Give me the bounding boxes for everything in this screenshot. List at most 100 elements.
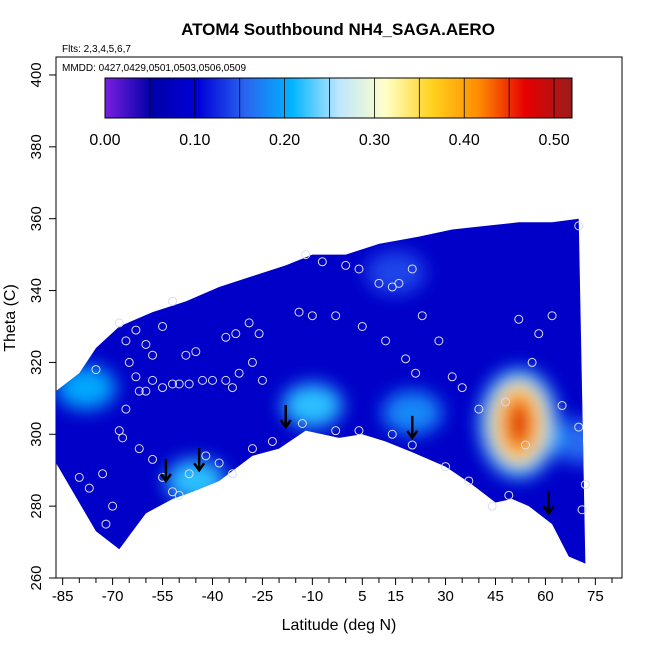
x-tick-label: -70 xyxy=(102,588,124,605)
sample-point xyxy=(354,264,364,274)
x-axis: -85 -70 -55 -40 -25 -10 5 15 30 45 60 75 xyxy=(52,578,613,605)
x-tick-label: -10 xyxy=(302,588,324,605)
sample-point xyxy=(148,375,158,385)
sample-point xyxy=(98,469,108,479)
sample-point xyxy=(447,372,457,382)
x-tick-label: -85 xyxy=(52,588,74,605)
y-axis: 260 280 300 320 340 360 380 400 xyxy=(28,62,56,591)
sample-point xyxy=(121,404,131,414)
sample-point xyxy=(574,221,584,231)
x-tick-label: 15 xyxy=(387,588,404,605)
colorbar-tick-label: 0.10 xyxy=(179,132,210,149)
sample-point xyxy=(184,379,194,389)
sample-point xyxy=(504,490,514,500)
sample-point xyxy=(407,440,417,450)
concentration-patch xyxy=(552,419,586,464)
sample-point xyxy=(381,336,391,346)
sample-point xyxy=(114,426,124,436)
sample-point xyxy=(168,379,178,389)
surface-arrow xyxy=(193,448,206,473)
sample-point xyxy=(407,264,417,274)
sample-point xyxy=(201,451,211,461)
concentration-patch xyxy=(282,383,343,428)
sample-point xyxy=(134,386,144,396)
flights-note: Flts: 2,3,4,5,6,7 xyxy=(62,44,131,55)
sample-point xyxy=(527,357,537,367)
sample-point xyxy=(297,418,307,428)
sample-point xyxy=(244,318,254,328)
sample-point xyxy=(500,397,510,407)
concentration-patch xyxy=(365,250,426,295)
sample-point xyxy=(247,357,257,367)
sample-point xyxy=(121,336,131,346)
y-tick-label: 300 xyxy=(28,422,45,447)
sample-point xyxy=(174,379,184,389)
surface-arrows xyxy=(159,405,555,516)
sample-points xyxy=(74,221,590,529)
surface-arrow xyxy=(542,491,555,516)
sample-point xyxy=(417,311,427,321)
colorbar-tick-label: 0.30 xyxy=(359,132,390,149)
sample-point xyxy=(184,469,194,479)
concentration-patch xyxy=(382,390,443,435)
sample-point xyxy=(84,483,94,493)
sample-point xyxy=(464,476,474,486)
concentration-patch xyxy=(56,365,116,410)
sample-point xyxy=(474,404,484,414)
sample-point xyxy=(221,332,231,342)
sample-point xyxy=(114,318,124,328)
sample-point xyxy=(487,501,497,511)
concentration-peak xyxy=(509,403,528,444)
sample-point xyxy=(341,260,351,270)
sample-point xyxy=(387,429,397,439)
sample-point xyxy=(148,454,158,464)
sample-point xyxy=(174,490,184,500)
y-tick-label: 380 xyxy=(28,134,45,159)
sample-point xyxy=(331,311,341,321)
sample-point xyxy=(131,372,141,382)
sample-point xyxy=(401,354,411,364)
sample-point xyxy=(227,383,237,393)
x-tick-label: 60 xyxy=(537,588,554,605)
colorbar-tick-label: 0.40 xyxy=(449,132,480,149)
sample-point xyxy=(197,375,207,385)
sample-point xyxy=(307,311,317,321)
surface-arrow xyxy=(159,458,172,484)
y-tick-label: 320 xyxy=(28,350,45,375)
sample-point xyxy=(231,329,241,339)
sample-point xyxy=(234,368,244,378)
sample-point xyxy=(534,329,544,339)
sample-point xyxy=(257,375,267,385)
sample-point xyxy=(580,480,590,490)
y-tick-label: 340 xyxy=(28,278,45,303)
sample-point xyxy=(294,307,304,317)
sample-point xyxy=(131,325,141,335)
sample-point xyxy=(181,350,191,360)
sample-point xyxy=(317,257,327,267)
x-axis-label: Latitude (deg N) xyxy=(282,617,397,634)
colorbar-tick-label: 0.50 xyxy=(538,132,569,149)
sample-point xyxy=(520,440,530,450)
sample-point xyxy=(101,519,111,529)
y-axis-label: Theta (C) xyxy=(2,284,19,352)
sample-point xyxy=(267,436,277,446)
sample-point xyxy=(441,462,451,472)
sample-point xyxy=(221,375,231,385)
sample-point xyxy=(434,336,444,346)
sample-point xyxy=(247,444,257,454)
surface-arrow xyxy=(406,415,419,441)
sample-point xyxy=(91,365,101,375)
sample-point xyxy=(574,422,584,432)
sample-point xyxy=(124,357,134,367)
x-tick-label: -55 xyxy=(152,588,174,605)
sample-point xyxy=(168,296,178,306)
sample-point xyxy=(227,469,237,479)
y-tick-label: 260 xyxy=(28,565,45,590)
sample-point xyxy=(357,321,367,331)
dates-note: MMDD: 0427,0429,0501,0503,0506,0509 xyxy=(62,63,246,74)
y-tick-label: 360 xyxy=(28,206,45,231)
x-tick-label: -25 xyxy=(252,588,274,605)
sample-point xyxy=(331,426,341,436)
sample-point xyxy=(557,401,567,411)
sample-point xyxy=(254,329,264,339)
